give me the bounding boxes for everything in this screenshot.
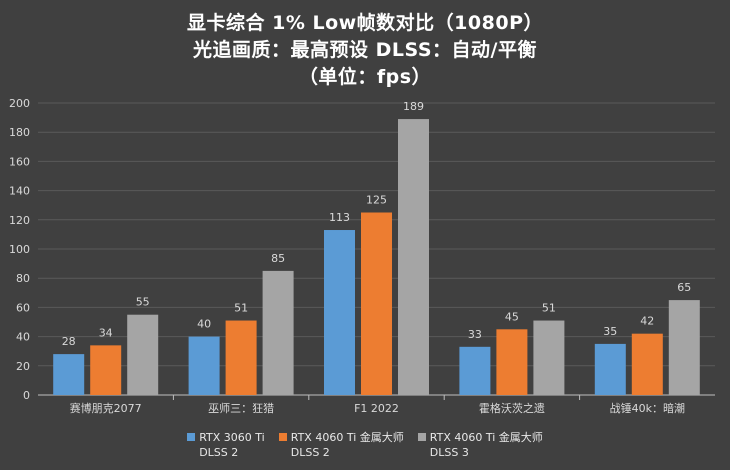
- legend-label-series-1: RTX 3060 Ti DLSS 2: [199, 431, 265, 459]
- bar: [631, 333, 663, 395]
- y-tick-label: 160: [9, 155, 30, 168]
- chart-title-line-2: 光追画质：最高预设 DLSS：自动/平衡: [193, 39, 537, 61]
- chart-title-line-3: （单位：fps）: [298, 66, 432, 88]
- bar: [53, 354, 85, 395]
- x-tick-label: 战锤40k：暗潮: [610, 401, 685, 415]
- legend: RTX 3060 Ti DLSS 2 RTX 4060 Ti 金属大师 DLSS…: [0, 430, 730, 460]
- bar: [127, 314, 159, 395]
- data-label: 85: [271, 252, 285, 265]
- data-label: 28: [62, 335, 76, 348]
- data-label: 51: [542, 302, 556, 315]
- y-tick-label: 100: [9, 243, 30, 256]
- y-tick-label: 200: [9, 97, 30, 110]
- y-tick-label: 20: [16, 360, 30, 373]
- bar: [668, 300, 700, 395]
- legend-swatch-series-3: [417, 433, 426, 441]
- bar: [594, 343, 626, 395]
- bar: [188, 336, 220, 395]
- legend-label-series-3: RTX 4060 Ti 金属大师 DLSS 3: [429, 431, 543, 459]
- legend-label-series-2: RTX 4060 Ti 金属大师 DLSS 2: [290, 431, 404, 459]
- x-tick-label: F1 2022: [354, 402, 399, 415]
- bar: [262, 270, 294, 395]
- y-tick-label: 60: [16, 301, 30, 314]
- y-tick-label: 140: [9, 185, 30, 198]
- data-label: 113: [329, 211, 350, 224]
- y-tick-label: 120: [9, 214, 30, 227]
- bar: [398, 119, 429, 395]
- data-label: 45: [505, 310, 519, 323]
- bar: [361, 212, 392, 395]
- y-tick-label: 0: [23, 389, 30, 402]
- bar: [459, 346, 491, 395]
- legend-swatch-series-2: [278, 433, 287, 441]
- x-tick-label: 巫师三：狂猎: [208, 401, 274, 415]
- legend-swatch-series-1: [187, 433, 196, 441]
- x-tick-label: 赛博朋克2077: [70, 401, 142, 415]
- bar: [324, 230, 355, 395]
- data-label: 189: [403, 100, 424, 113]
- data-label: 40: [197, 318, 211, 331]
- data-label: 55: [136, 296, 150, 309]
- legend-item-series-2: RTX 4060 Ti 金属大师 DLSS 2: [278, 430, 404, 460]
- bar: [533, 320, 565, 395]
- data-label: 125: [366, 194, 387, 207]
- data-label: 65: [677, 281, 691, 294]
- data-label: 51: [234, 302, 248, 315]
- data-label: 33: [468, 328, 482, 341]
- chart-title-line-1: 显卡综合 1% Low帧数对比（1080P）: [186, 12, 543, 34]
- data-label: 35: [603, 325, 617, 338]
- data-label: 34: [99, 326, 113, 339]
- data-label: 42: [640, 315, 654, 328]
- bar: [496, 329, 528, 395]
- legend-item-series-1: RTX 3060 Ti DLSS 2: [187, 430, 265, 460]
- x-tick-label: 霍格沃茨之遗: [479, 401, 545, 415]
- bar: [225, 320, 257, 395]
- bar: [90, 345, 122, 395]
- legend-item-series-3: RTX 4060 Ti 金属大师 DLSS 3: [417, 430, 543, 460]
- y-tick-label: 180: [9, 126, 30, 139]
- y-tick-label: 80: [16, 272, 30, 285]
- y-tick-label: 40: [16, 331, 30, 344]
